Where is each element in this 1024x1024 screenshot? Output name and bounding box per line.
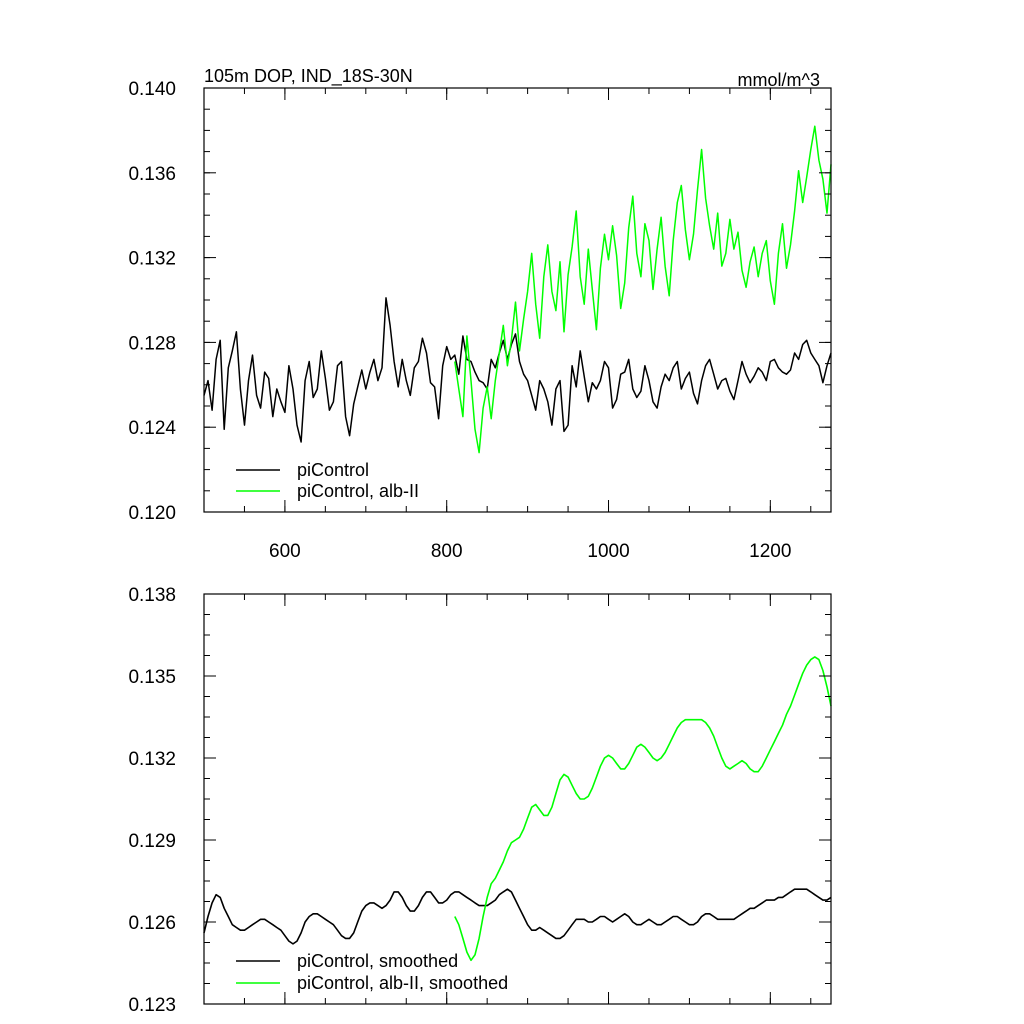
y-tick-labels: 0.120 0.124 0.128 0.132 0.136 0.140 [128, 79, 176, 524]
y-tick-label: 0.129 [128, 831, 176, 852]
plot-frame [203, 593, 832, 1005]
y-tick-label: 0.126 [128, 913, 176, 934]
series-line-alb-ii [454, 125, 832, 454]
tick-marks [204, 593, 831, 1005]
y-tick-labels: 0.123 0.126 0.129 0.132 0.135 0.138 [128, 585, 176, 1016]
x-tick-label: 1000 [587, 541, 629, 562]
top-panel: 105m DOP, IND_18S-30N mmol/m^3 0.1200.12… [128, 66, 832, 562]
legend-label: piControl, smoothed [297, 951, 458, 971]
series-group [203, 125, 832, 454]
x-tick-label: 800 [431, 541, 463, 562]
x-tick-label: 600 [269, 541, 301, 562]
series-line-picontrol [203, 888, 832, 945]
y-tick-label: 0.136 [128, 164, 176, 185]
y-tick-label: 0.128 [128, 333, 176, 354]
y-tick-label: 0.123 [128, 995, 176, 1016]
legend-label: piControl, alb-II, smoothed [297, 973, 508, 993]
series-group [203, 656, 832, 962]
y-tick-label: 0.132 [128, 749, 176, 770]
bottom-panel: 0.123 0.126 0.129 0.132 0.135 0.138 piControl… [128, 585, 832, 1016]
units-label: mmol/m^3 [738, 70, 820, 90]
y-tick-label: 0.138 [128, 585, 176, 606]
x-tick-label: 1200 [749, 541, 791, 562]
y-tick-label: 0.120 [128, 503, 176, 524]
y-tick-label: 0.132 [128, 249, 176, 270]
y-tick-label: 0.135 [128, 667, 176, 688]
legend-label: piControl, alb-II [297, 481, 419, 501]
chart-title: 105m DOP, IND_18S-30N [204, 66, 413, 87]
series-line-alb-ii [454, 656, 832, 962]
plot-frame [203, 87, 832, 513]
legend-label: piControl [297, 460, 369, 480]
x-tick-labels: 600 800 1000 1200 [269, 541, 791, 562]
tick-marks [204, 87, 831, 513]
series-line-picontrol [203, 297, 832, 443]
y-tick-label: 0.124 [128, 418, 176, 439]
y-tick-label: 0.140 [128, 79, 176, 100]
